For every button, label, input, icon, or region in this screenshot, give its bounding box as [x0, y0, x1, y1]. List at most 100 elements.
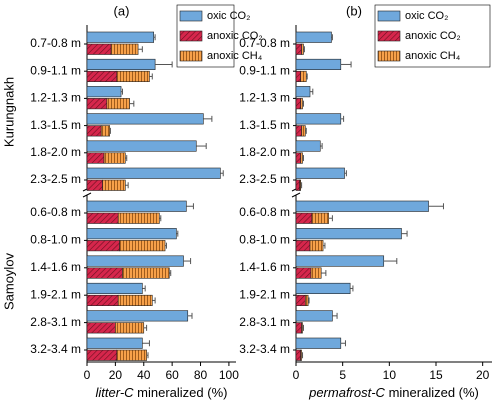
legend-swatch [179, 10, 203, 22]
bar [309, 240, 324, 252]
bar [295, 140, 321, 152]
legend-label: anoxic CO₂ [405, 30, 461, 42]
error-bar [155, 61, 173, 68]
y-tick-label: 1.2-1.3 m [30, 91, 81, 105]
bar [86, 349, 118, 361]
bar [86, 240, 120, 252]
error-bar [220, 170, 224, 177]
error-bar [143, 324, 148, 331]
y-tick-label: 3.2-3.4 m [239, 342, 290, 356]
bar [295, 31, 332, 43]
y-tick-label: 0.6-0.8 m [239, 205, 290, 219]
error-bar [125, 182, 129, 189]
error-bar [153, 34, 156, 41]
error-bar [300, 182, 303, 189]
error-bar [125, 155, 128, 162]
error-bar [310, 88, 314, 95]
bar [295, 113, 342, 125]
x-tick-label: 20 [109, 368, 123, 382]
x-axis-label-text: mineralized (%) [137, 385, 227, 400]
bar [86, 140, 197, 152]
error-bar [331, 34, 333, 41]
error-bar [344, 170, 347, 177]
bar [295, 179, 301, 191]
bar [110, 43, 139, 55]
bar [295, 58, 342, 71]
y-tick-label: 1.2-1.3 m [239, 91, 290, 105]
y-tick-label: 1.9-2.1 m [30, 287, 81, 301]
y-tick-label: 1.3-1.5 m [239, 118, 290, 132]
bar [86, 282, 143, 295]
bar [295, 212, 313, 224]
error-bar [203, 115, 213, 122]
bar [300, 349, 302, 361]
bar [117, 294, 153, 307]
y-tick-label: 1.8-2.0 m [30, 145, 81, 159]
y-tick-label: 1.9-2.1 m [239, 287, 290, 301]
bar [102, 179, 126, 191]
bar [295, 43, 302, 55]
y-tick-label: 0.7-0.8 m [239, 36, 290, 50]
bar [86, 31, 154, 43]
bar [86, 179, 103, 191]
x-tick-label: 0 [84, 368, 91, 382]
bar [295, 310, 333, 322]
error-bar [305, 127, 307, 134]
error-bar [183, 258, 192, 265]
error-bar [321, 270, 327, 277]
y-tick-label: 2.3-2.5 m [239, 172, 290, 186]
error-bar [428, 203, 444, 210]
x-tick-label: 80 [194, 368, 208, 382]
x-axis-label: permafrost-C mineralized (%) [308, 385, 479, 400]
error-bar [401, 230, 408, 237]
error-bar [152, 297, 156, 304]
bar [311, 212, 329, 224]
bar [116, 70, 150, 82]
bar [299, 179, 301, 191]
error-bar [176, 230, 179, 237]
legend-swatch [179, 30, 203, 42]
error-bar [138, 46, 143, 53]
y-tick-label: 1.4-1.6 m [239, 260, 290, 274]
bar [295, 294, 306, 307]
legend-label: anoxic CO₂ [207, 30, 263, 42]
bar [295, 282, 351, 295]
error-bar [340, 115, 345, 122]
bar [301, 43, 304, 55]
error-bar [159, 215, 162, 222]
bar [295, 200, 429, 212]
bar [295, 267, 312, 279]
error-bar [129, 100, 135, 107]
y-tick-label: 2.8-3.1 m [30, 315, 81, 329]
error-bar [121, 88, 123, 95]
bar [295, 255, 385, 267]
x-axis-label-text: mineralized (%) [389, 385, 479, 400]
bar [310, 267, 322, 279]
legend-label: anoxic CH₄ [207, 50, 263, 62]
bar [295, 86, 311, 98]
bar [295, 98, 301, 110]
bar [295, 228, 402, 240]
bar [295, 337, 342, 349]
x-tick-label: 0 [293, 368, 300, 382]
x-tick-label: 10 [383, 368, 397, 382]
bar [86, 294, 119, 307]
bar [115, 322, 145, 334]
y-tick-label: 1.4-1.6 m [30, 260, 81, 274]
error-bar [302, 100, 304, 107]
error-bar [302, 155, 304, 162]
y-tick-label: 2.3-2.5 m [30, 172, 81, 186]
y-tick-label: 1.8-2.0 m [239, 145, 290, 159]
bar [103, 152, 126, 164]
bar [295, 349, 301, 361]
legend-label: oxic CO₂ [207, 10, 250, 22]
bar [86, 125, 102, 137]
error-bar [169, 270, 172, 277]
bar [106, 98, 130, 110]
error-bar [340, 61, 352, 68]
error-bar [323, 242, 326, 249]
error-bar [146, 352, 149, 359]
error-bar [186, 203, 194, 210]
group-label: Kurungnakh [1, 77, 16, 147]
